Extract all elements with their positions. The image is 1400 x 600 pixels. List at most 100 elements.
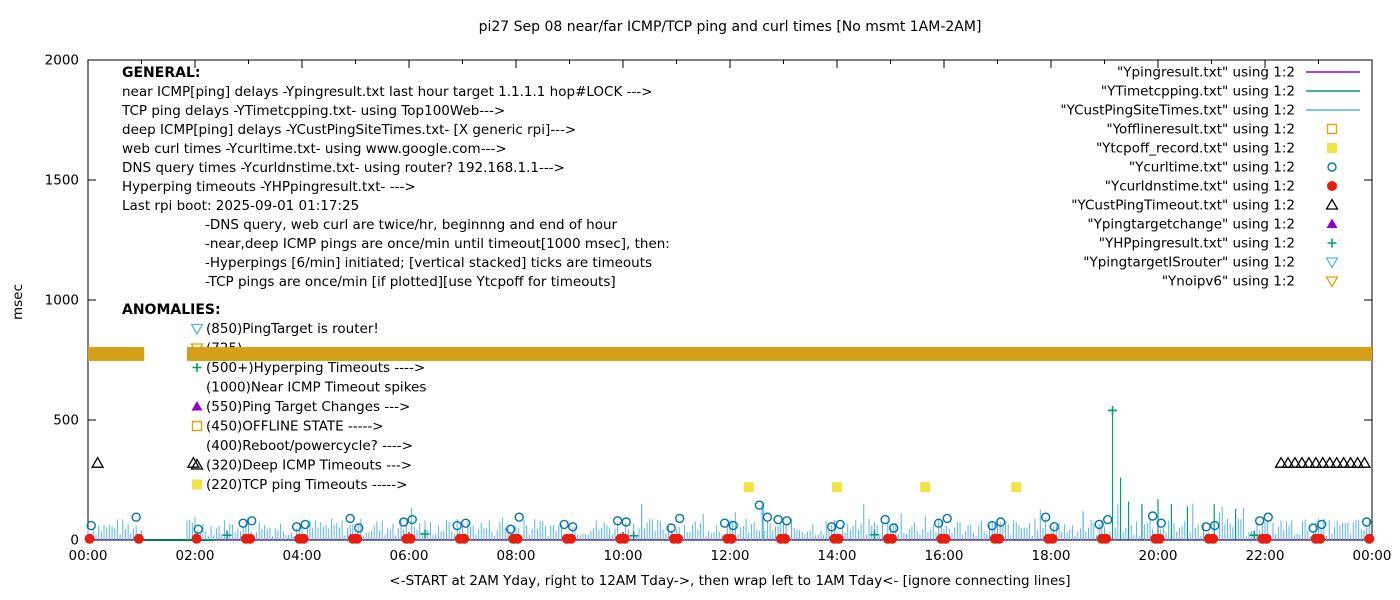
circle-filled-marker: [245, 533, 256, 544]
circle-filled-marker: [726, 533, 737, 544]
y-tick-label: 1500: [45, 173, 79, 189]
triangle-down-open-marker: [190, 323, 204, 336]
circle-filled-marker: [619, 533, 630, 544]
circle-filled-marker: [994, 533, 1005, 544]
circle-open-marker: [889, 523, 899, 533]
circle-open-marker: [1210, 520, 1220, 531]
circle-open-marker: [666, 523, 676, 533]
series-Ytcpoff_squares: [743, 482, 1022, 493]
series-YCustPingTimeout_triangles: [91, 456, 1372, 468]
plus-marker: [192, 363, 202, 372]
circle-filled-marker: [1101, 533, 1112, 544]
series-YHPpingresult_plus: [222, 405, 1259, 541]
circle-open-marker: [398, 517, 409, 527]
triangle-open-marker: [1295, 456, 1309, 468]
general-line: TCP ping delays -YTimetcpping.txt- using…: [121, 103, 505, 119]
x-tick-label: 10:00: [604, 548, 643, 564]
triangle-filled-marker: [1326, 218, 1338, 228]
general-note: -Hyperpings [6/min] initiated; [vertical…: [205, 255, 652, 271]
triangle-open-marker: [186, 456, 201, 468]
anomaly-item: (320)Deep ICMP Timeouts --->: [206, 458, 412, 474]
y-tick-label: 1000: [45, 293, 79, 309]
circle-filled-marker: [673, 533, 684, 544]
square-filled-marker: [920, 482, 931, 493]
legend-label: "Ycurltime.txt" using 1:2: [1129, 160, 1295, 176]
circle-open-marker: [247, 516, 257, 526]
anomaly-item: (550)Ping Target Changes --->: [206, 399, 410, 415]
circle-filled-marker: [940, 533, 951, 544]
general-line: web curl times -Ycurltime.txt- using www…: [122, 141, 507, 157]
circle-open-marker: [1361, 517, 1372, 527]
circle-filled-marker: [352, 533, 363, 544]
circle-open-marker: [621, 517, 631, 527]
circle-open-marker: [568, 522, 578, 532]
circle-open-marker: [452, 520, 462, 531]
x-tick-label: 00:00: [69, 548, 108, 564]
y-tick-label: 2000: [45, 53, 79, 69]
circle-open-marker: [461, 518, 471, 528]
legend-label: "Ypingresult.txt" using 1:2: [1117, 65, 1295, 81]
legend-label: "YHPpingresult.txt" using 1:2: [1099, 236, 1295, 252]
circle-open-marker: [1103, 514, 1113, 525]
anomaly-item: (850)PingTarget is router!: [206, 321, 379, 337]
y-tick-label: 0: [70, 533, 79, 549]
circle-open-marker: [1201, 522, 1211, 532]
triangle-open-marker: [1281, 456, 1295, 468]
x-tick-label: 20:00: [1139, 548, 1178, 564]
square-open-marker: [1326, 123, 1338, 135]
circle-filled-marker: [191, 533, 202, 544]
circle-open-marker: [559, 519, 569, 530]
circle-open-marker: [835, 519, 845, 530]
x-tick-label: 06:00: [390, 548, 429, 564]
circle-open-marker: [86, 520, 96, 531]
circle-open-marker: [238, 518, 248, 528]
x-tick-label: 04:00: [283, 548, 322, 564]
circle-open-marker: [987, 520, 997, 531]
circle-filled-marker: [512, 533, 523, 544]
circle-open-marker: [291, 522, 302, 532]
plus-marker: [1249, 530, 1259, 540]
triangle-open-marker: [1357, 456, 1372, 468]
circle-open-marker: [728, 520, 738, 531]
circle-open-marker: [1254, 516, 1265, 526]
plus-marker: [420, 529, 430, 539]
triangle-open-marker: [1288, 456, 1302, 468]
circle-open-marker: [1094, 519, 1104, 530]
general-line: DNS query times -Ycurldnstime.txt- using…: [122, 160, 565, 176]
circle-filled-marker: [1261, 533, 1272, 544]
x-tick-label: 08:00: [497, 548, 536, 564]
circle-open-marker: [1040, 512, 1051, 522]
circle-open-marker: [754, 500, 765, 510]
square-filled-marker: [1327, 143, 1337, 153]
x-tick-label: 00:00: [1353, 548, 1392, 564]
triangle-down-open-marker: [1325, 276, 1339, 288]
circle-open-marker: [942, 513, 952, 524]
plus-marker: [1108, 405, 1118, 415]
noipv6-band: [186, 347, 1373, 361]
general-line: Last rpi boot: 2025-09-01 01:17:25: [122, 198, 359, 214]
circle-open-marker: [612, 516, 623, 526]
legend-label: "YTimetcpping.txt" using 1:2: [1101, 84, 1295, 100]
circle-open-marker: [996, 517, 1006, 527]
anomaly-item: (220)TCP ping Timeouts ----->: [206, 477, 408, 493]
circle-open-marker: [880, 514, 890, 525]
series-extra_blue_spikes: [641, 502, 1084, 540]
circle-filled-marker: [887, 533, 898, 544]
circle-filled-marker: [459, 533, 470, 544]
circle-filled-marker: [780, 533, 791, 544]
general-line: deep ICMP[ping] delays -YCustPingSiteTim…: [122, 122, 576, 138]
circle-open-marker: [193, 524, 203, 534]
circle-filled-marker: [1327, 181, 1337, 191]
circle-open-marker: [1317, 519, 1327, 530]
triangle-filled-marker: [191, 401, 203, 411]
general-note: -TCP pings are once/min [if plotted][use…: [205, 274, 616, 290]
circle-open-marker: [1327, 162, 1337, 172]
square-filled-marker: [1011, 482, 1022, 493]
legend-label: "Ytcpoff_record.txt" using 1:2: [1096, 141, 1295, 157]
circle-filled-marker: [1154, 533, 1165, 544]
square-open-marker: [191, 420, 203, 432]
circle-open-marker: [773, 514, 783, 525]
x-tick-label: 16:00: [925, 548, 964, 564]
circle-open-marker: [719, 518, 730, 528]
